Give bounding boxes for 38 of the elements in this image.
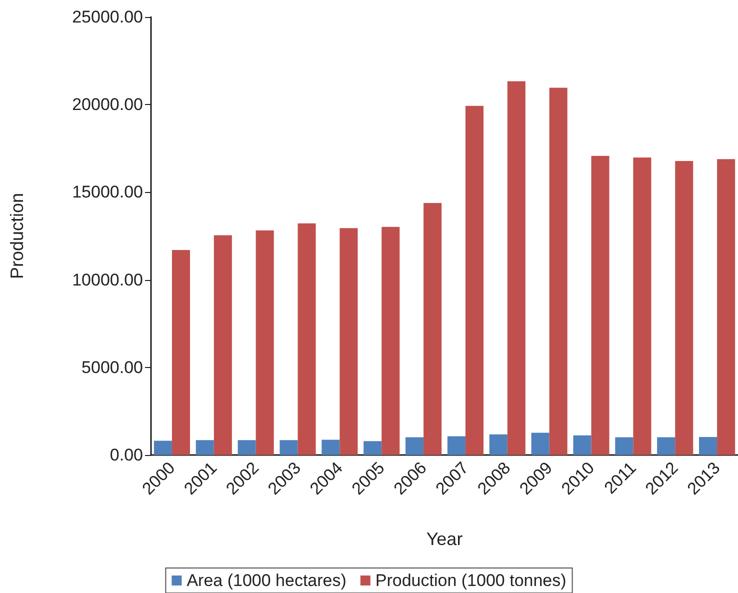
bar (154, 440, 172, 455)
bar (322, 440, 340, 455)
bar (238, 440, 256, 455)
bar (615, 437, 634, 455)
bar (549, 88, 568, 455)
y-tick-label: 15000.00 (72, 182, 143, 202)
bar (675, 161, 694, 455)
bar (382, 226, 400, 455)
bar (657, 437, 676, 455)
bar (447, 436, 466, 455)
y-tick-label: 10000.00 (72, 270, 143, 290)
bar (489, 434, 508, 455)
y-tick-label: 0.00 (110, 446, 143, 464)
bar (465, 106, 484, 455)
y-tick-label: 25000.00 (72, 8, 143, 26)
legend-label: Production (1000 tonnes) (375, 571, 566, 590)
bar (717, 159, 736, 455)
y-axis-title: Production (7, 192, 27, 280)
x-axis-title: Year (426, 529, 463, 549)
y-tick-label: 20000.00 (72, 95, 143, 114)
bar (633, 158, 652, 455)
y-tick-label: 5000.00 (82, 358, 143, 377)
bar (699, 436, 718, 455)
bar (406, 437, 424, 455)
bar (172, 250, 190, 455)
bar (364, 441, 382, 455)
bar (298, 223, 316, 455)
bar (424, 203, 442, 455)
bar (280, 440, 298, 455)
bar (573, 435, 592, 455)
bar (214, 235, 232, 455)
bar (507, 81, 526, 455)
legend-label: Area (1000 hectares) (186, 571, 346, 590)
bar (591, 156, 610, 455)
bar (531, 432, 550, 455)
bar (196, 440, 214, 455)
bar (340, 228, 358, 455)
bar (256, 230, 274, 455)
